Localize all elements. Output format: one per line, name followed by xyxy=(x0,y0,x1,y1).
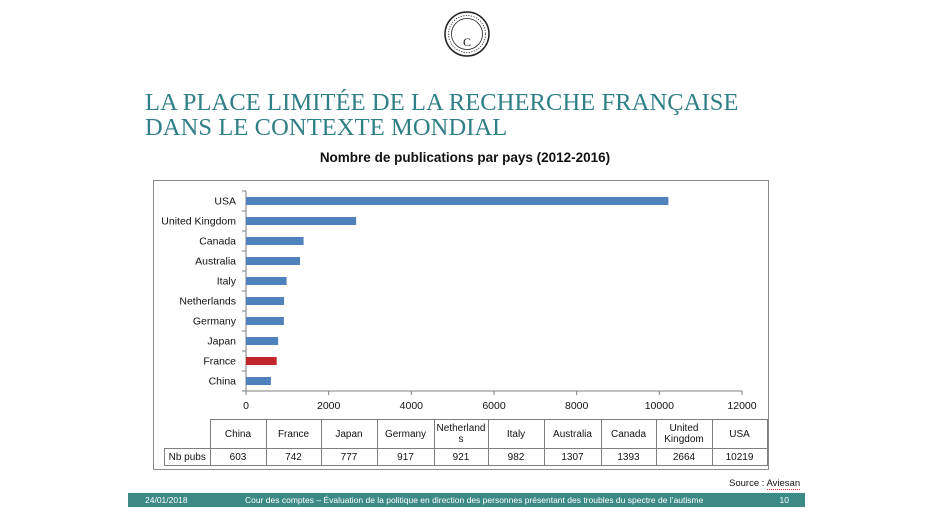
slide-title-line-2: DANS LE CONTEXTE MONDIAL xyxy=(145,114,508,141)
table-header-cell: Canada xyxy=(600,419,657,449)
x-tick-label-10000: 10000 xyxy=(645,400,674,412)
table-header-cell: United Kingdom xyxy=(655,419,713,449)
table-value-cell: 603 xyxy=(209,448,267,466)
footer-date: 24/01/2018 xyxy=(145,495,188,505)
cour-des-comptes-logo: C xyxy=(444,11,490,57)
x-tick-label-12000: 12000 xyxy=(727,400,756,412)
table-value-cell: 921 xyxy=(433,448,489,466)
table-header-cell: Japan xyxy=(320,419,378,449)
table-header-cell: Netherland s xyxy=(433,419,489,449)
table-header-cell: Germany xyxy=(376,419,435,449)
y-tick-label-netherlands: Netherlands xyxy=(179,296,236,308)
bar-france xyxy=(246,357,277,365)
table-value-cell: 1393 xyxy=(600,448,657,466)
x-tick-label-0: 0 xyxy=(243,400,249,412)
source-note: Source : Aviesan xyxy=(729,478,801,490)
table-header-cell: Italy xyxy=(487,419,545,449)
footer-description: Cour des comptes – Évaluation de la poli… xyxy=(245,495,704,505)
page-number: 10 xyxy=(779,495,789,505)
y-tick-label-germany: Germany xyxy=(193,316,237,328)
y-tick-label-france: France xyxy=(203,356,236,368)
y-tick-label-china: China xyxy=(209,376,237,388)
bar-italy xyxy=(246,277,287,285)
slide-title: LA PLACE LIMITÉE DE LA RECHERCHE FRANÇAI… xyxy=(145,90,865,140)
bar-australia xyxy=(246,257,301,265)
table-value-cell: 2664 xyxy=(655,448,713,466)
table-value-cell: 777 xyxy=(320,448,378,466)
table-value-cell: 10219 xyxy=(711,448,768,466)
table-header-cell: France xyxy=(265,419,322,449)
data-table: China France Japan Germany Netherland s Italy A… xyxy=(164,419,768,466)
x-tick-label-4000: 4000 xyxy=(400,400,424,412)
bar-canada xyxy=(246,237,304,245)
y-tick-label-australia: Australia xyxy=(195,256,236,268)
table-value-cell: 982 xyxy=(487,448,545,466)
table-value-cell: 742 xyxy=(265,448,322,466)
y-tick-label-usa: USA xyxy=(214,196,236,208)
x-tick-label-6000: 6000 xyxy=(482,400,506,412)
bar-japan xyxy=(246,337,279,345)
x-tick-label-2000: 2000 xyxy=(317,400,341,412)
table-value-cell: 917 xyxy=(376,448,435,466)
table-values-row: Nb pubs 603 742 777 917 921 982 1307 1393 2664 10… xyxy=(164,448,768,466)
bar-united-kingdom xyxy=(246,217,357,225)
slide-title-line-1: LA PLACE LIMITÉE DE LA RECHERCHE FRANÇAI… xyxy=(145,89,739,116)
svg-text:C: C xyxy=(463,35,471,49)
table-row-label: Nb pubs xyxy=(164,448,211,466)
footer-bar: 24/01/2018 Cour des comptes – Évaluation… xyxy=(128,493,805,507)
table-corner-cell xyxy=(164,419,211,449)
bar-germany xyxy=(246,317,284,325)
table-header-cell: China xyxy=(209,419,267,449)
bar-usa xyxy=(246,197,669,205)
y-tick-label-italy: Italy xyxy=(217,276,237,288)
table-header-row: China France Japan Germany Netherland s Italy A… xyxy=(164,419,768,449)
bar-china xyxy=(246,377,271,385)
chart-title: Nombre de publications par pays (2012-20… xyxy=(319,150,611,165)
bar-netherlands xyxy=(246,297,285,305)
table-header-cell: Australia xyxy=(543,419,602,449)
y-tick-label-united-kingdom: United Kingdom xyxy=(161,216,236,228)
source-prefix: Source : xyxy=(729,478,767,489)
y-tick-label-japan: Japan xyxy=(207,336,236,348)
y-tick-label-canada: Canada xyxy=(199,236,236,248)
table-header-cell: USA xyxy=(711,419,768,449)
source-name: Aviesan xyxy=(766,478,801,490)
table-value-cell: 1307 xyxy=(543,448,602,466)
x-tick-label-8000: 8000 xyxy=(565,400,589,412)
